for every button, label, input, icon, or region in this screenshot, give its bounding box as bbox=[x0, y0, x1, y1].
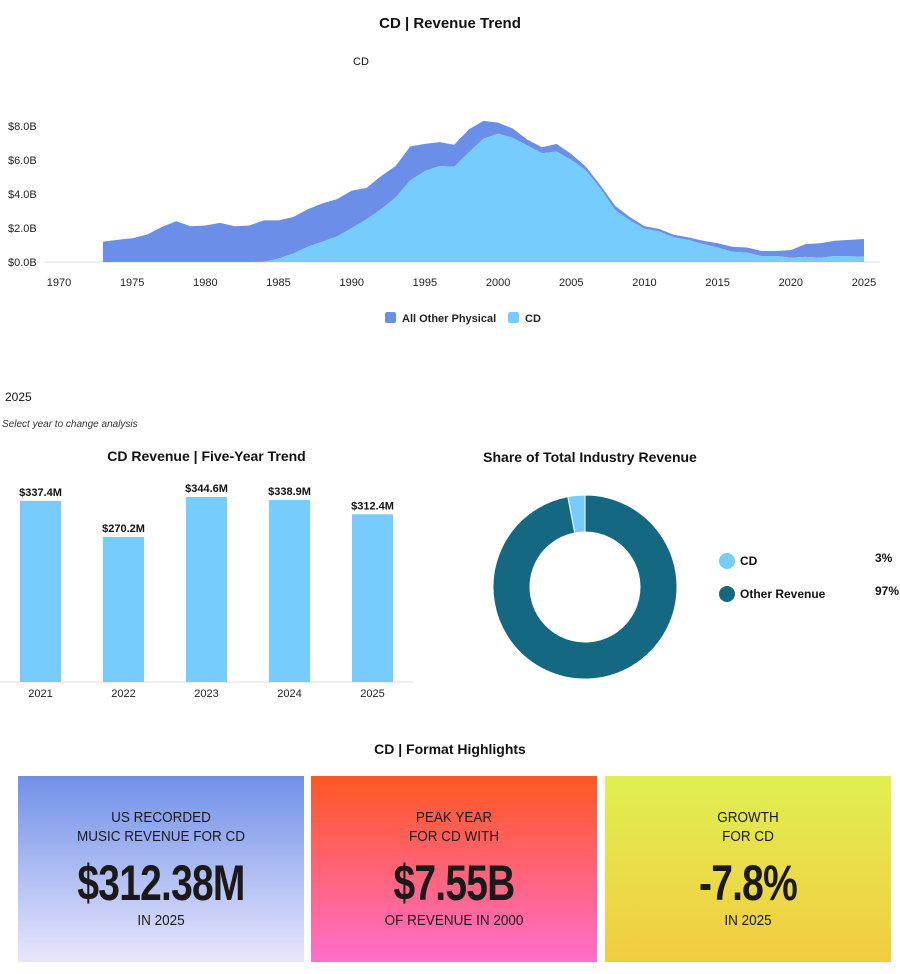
peak-year-card: PEAK YEAR FOR CD WITH $7.55B OF REVENUE I… bbox=[311, 776, 597, 962]
all-other-physical-area bbox=[102, 120, 865, 263]
five-year-bar-chart: $337.4M 2021 $270.2M 2022 $344.6M 2023 $338.9M… bbox=[0, 483, 413, 700]
page-title: CD | Revenue Trend bbox=[379, 15, 521, 32]
card-label: PEAK YEAR FOR CD WITH bbox=[409, 809, 499, 845]
legend-percent: 3% bbox=[875, 551, 893, 565]
x-tick-label: 2021 bbox=[28, 688, 52, 700]
growth-card: GROWTH FOR CD -7.8% IN 2025 bbox=[605, 776, 891, 962]
cd-revenue-card: US RECORDED MUSIC REVENUE FOR CD $312.38M… bbox=[18, 776, 304, 962]
card-subtext: IN 2025 bbox=[724, 912, 772, 929]
legend-percent: 97% bbox=[875, 584, 899, 598]
x-tick-label: 1990 bbox=[339, 277, 363, 289]
x-tick-label: 2015 bbox=[705, 277, 729, 289]
x-tick-label: 2024 bbox=[277, 688, 301, 700]
x-tick-label: 2000 bbox=[486, 277, 510, 289]
bar-2023 bbox=[186, 497, 227, 682]
x-tick-label: 2025 bbox=[360, 688, 384, 700]
x-tick-label: 1970 bbox=[47, 277, 71, 289]
card-subtext: IN 2025 bbox=[137, 912, 185, 929]
card-value: $7.55B bbox=[393, 855, 515, 911]
y-tick-label: $0.0B bbox=[8, 257, 37, 269]
legend-dot bbox=[719, 553, 735, 569]
donut-slice-other-revenue bbox=[492, 494, 678, 680]
bar-2022 bbox=[103, 536, 144, 682]
legend-label: Other Revenue bbox=[740, 587, 826, 601]
bar-data-label: $338.9M bbox=[268, 486, 311, 498]
y-tick-label: $6.0B bbox=[8, 155, 37, 167]
x-tick-label: 2020 bbox=[779, 277, 803, 289]
bar-2021 bbox=[20, 500, 61, 682]
x-tick-label: 2022 bbox=[111, 688, 135, 700]
legend-swatch bbox=[385, 312, 396, 323]
legend-label: CD bbox=[740, 554, 758, 568]
y-tick-label: $2.0B bbox=[8, 223, 37, 235]
bar-data-label: $337.4M bbox=[19, 487, 62, 499]
legend-dot bbox=[719, 586, 735, 602]
x-tick-label: 1980 bbox=[193, 277, 217, 289]
revenue-trend-area-chart: $0.0B $2.0B $4.0B $6.0B $8.0B 1970 1975 1980 198… bbox=[8, 120, 880, 325]
x-tick-label: 1995 bbox=[413, 277, 437, 289]
year-selector-hint: Select year to change analysis bbox=[2, 419, 138, 430]
card-label: US RECORDED MUSIC REVENUE FOR CD bbox=[76, 809, 246, 845]
y-tick-label: $8.0B bbox=[8, 121, 37, 133]
highlights-title: CD | Format Highlights bbox=[374, 741, 526, 757]
industry-share-donut-chart: CD 3% Other Revenue 97% bbox=[492, 494, 899, 680]
bar-data-label: $344.6M bbox=[185, 483, 228, 495]
bar-2025 bbox=[352, 514, 393, 682]
legend-swatch bbox=[508, 312, 519, 323]
x-tick-label: 2023 bbox=[194, 688, 218, 700]
y-tick-label: $4.0B bbox=[8, 189, 37, 201]
x-tick-label: 2005 bbox=[559, 277, 583, 289]
format-label: CD bbox=[353, 56, 369, 68]
bar-data-label: $270.2M bbox=[102, 523, 145, 535]
card-label: GROWTH FOR CD bbox=[717, 809, 779, 845]
x-tick-label: 2010 bbox=[632, 277, 656, 289]
legend-label: All Other Physical bbox=[402, 313, 496, 325]
card-subtext: OF REVENUE IN 2000 bbox=[384, 912, 524, 929]
x-tick-label: 1975 bbox=[120, 277, 144, 289]
donut-chart-title: Share of Total Industry Revenue bbox=[483, 449, 697, 465]
cd-area bbox=[102, 133, 865, 262]
bar-chart-title: CD Revenue | Five-Year Trend bbox=[107, 448, 306, 464]
bar-data-label: $312.4M bbox=[351, 500, 394, 512]
year-selector[interactable]: 2025 bbox=[5, 390, 32, 404]
legend-label: CD bbox=[525, 313, 541, 325]
card-value: -7.8% bbox=[699, 855, 798, 911]
bar-2024 bbox=[269, 500, 310, 682]
x-tick-label: 2025 bbox=[852, 277, 876, 289]
x-tick-label: 1985 bbox=[266, 277, 290, 289]
card-value: $312.38M bbox=[77, 855, 245, 911]
